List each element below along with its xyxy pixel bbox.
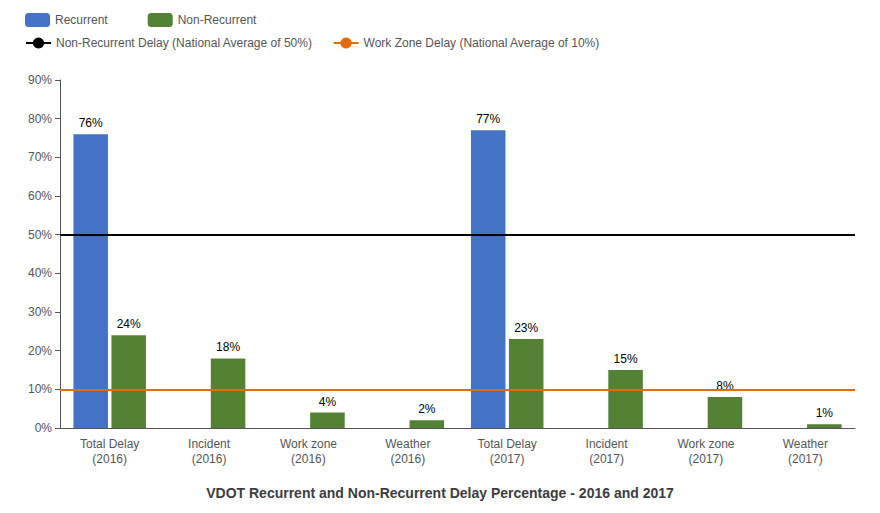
svg-text:18%: 18% (216, 340, 240, 354)
svg-text:Weather: Weather (783, 437, 828, 451)
svg-text:Non-Recurrent: Non-Recurrent (178, 13, 257, 27)
svg-text:60%: 60% (28, 189, 52, 203)
svg-text:2%: 2% (418, 402, 436, 416)
svg-text:(2017): (2017) (589, 452, 624, 466)
svg-text:Work zone: Work zone (280, 437, 337, 451)
svg-text:Total Delay: Total Delay (80, 437, 139, 451)
svg-text:VDOT Recurrent and Non-Recurre: VDOT Recurrent and Non-Recurrent Delay P… (206, 485, 674, 501)
svg-text:Work zone: Work zone (677, 437, 734, 451)
svg-text:(2017): (2017) (689, 452, 724, 466)
svg-text:(2017): (2017) (490, 452, 525, 466)
svg-text:80%: 80% (28, 112, 52, 126)
svg-text:Recurrent: Recurrent (55, 13, 108, 27)
svg-text:15%: 15% (614, 352, 638, 366)
svg-text:24%: 24% (117, 317, 141, 331)
svg-text:Incident: Incident (188, 437, 231, 451)
svg-text:Total Delay: Total Delay (478, 437, 537, 451)
svg-text:20%: 20% (28, 344, 52, 358)
svg-text:(2016): (2016) (92, 452, 127, 466)
svg-text:Non-Recurrent Delay (National: Non-Recurrent Delay (National Average of… (56, 36, 312, 50)
svg-text:4%: 4% (319, 395, 337, 409)
svg-text:1%: 1% (816, 406, 834, 420)
svg-text:76%: 76% (79, 116, 103, 130)
svg-text:30%: 30% (28, 305, 52, 319)
svg-text:40%: 40% (28, 266, 52, 280)
svg-text:0%: 0% (35, 421, 53, 435)
svg-text:50%: 50% (28, 228, 52, 242)
svg-text:(2016): (2016) (390, 452, 425, 466)
svg-text:Weather: Weather (385, 437, 430, 451)
svg-text:(2016): (2016) (291, 452, 326, 466)
svg-text:77%: 77% (476, 112, 500, 126)
svg-text:23%: 23% (514, 321, 538, 335)
svg-text:(2017): (2017) (788, 452, 823, 466)
svg-text:Incident: Incident (586, 437, 629, 451)
svg-text:10%: 10% (28, 382, 52, 396)
svg-text:Work Zone Delay (National Aver: Work Zone Delay (National Average of 10%… (364, 36, 600, 50)
svg-text:8%: 8% (716, 379, 734, 394)
svg-text:70%: 70% (28, 150, 52, 164)
svg-text:(2016): (2016) (192, 452, 227, 466)
svg-text:90%: 90% (28, 73, 52, 87)
